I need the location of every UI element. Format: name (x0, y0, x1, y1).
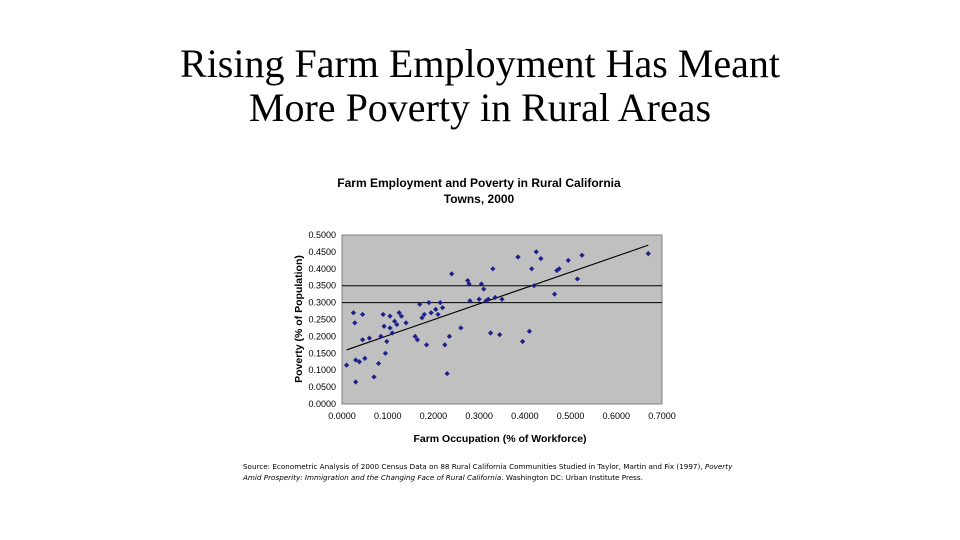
x-tick-label: 0.6000 (603, 411, 631, 421)
data-point-29 (421, 311, 427, 318)
data-point-20 (391, 318, 398, 324)
scatter-chart: Farm Employment and Poverty in Rural Cal… (293, 176, 676, 445)
x-tick-label: 0.7000 (648, 411, 676, 421)
data-point-24 (403, 320, 409, 326)
y-tick-label: 0.2000 (308, 331, 336, 341)
chart-title-line-2: Towns, 2000 (444, 192, 515, 206)
x-tick-label: 0.3000 (465, 411, 493, 421)
y-tick-label: 0.0000 (308, 399, 336, 409)
y-axis-ticks: 0.0000 0.0500 0.1000 0.1500 0.2000 0.2500 0.30… (308, 230, 336, 409)
data-point-11 (375, 360, 382, 367)
data-point-6 (359, 311, 366, 318)
y-tick-label: 0.3500 (308, 281, 336, 291)
y-tick-label: 0.2500 (308, 315, 336, 325)
y-tick-label: 0.1500 (308, 348, 336, 358)
data-point-65 (565, 257, 571, 263)
data-point-59 (531, 283, 537, 289)
x-axis-label: Farm Occupation (% of Workforce) (413, 433, 586, 445)
y-tick-label: 0.5000 (308, 230, 336, 240)
data-point-28 (419, 315, 425, 321)
x-tick-label: 0.2000 (420, 411, 448, 421)
y-tick-label: 0.0500 (308, 382, 336, 392)
slide-title-line-2: More Poverty in Rural Areas (248, 85, 712, 130)
y-axis-label: Poverty (% of Population) (293, 255, 305, 383)
data-point-2 (352, 320, 358, 326)
source-line-2-italic: Amid Prosperity: Immigration and the Cha… (243, 473, 502, 482)
data-point-66 (574, 276, 581, 282)
data-point-10 (371, 374, 377, 380)
x-tick-label: 0.0000 (328, 411, 356, 421)
data-point-63 (554, 267, 560, 274)
y-tick-label: 0.1000 (308, 365, 336, 375)
x-tick-label: 0.1000 (374, 411, 402, 421)
data-point-18 (387, 325, 393, 331)
data-point-64 (556, 266, 562, 272)
data-point-42 (465, 278, 471, 284)
data-point-60 (533, 249, 539, 255)
y-tick-label: 0.4000 (308, 264, 336, 274)
data-point-44 (467, 298, 473, 304)
source-line-1-italic: Poverty (704, 462, 733, 471)
x-tick-label: 0.4000 (511, 411, 539, 421)
slide-title: Rising Farm Employment Has Meant More Po… (0, 42, 960, 130)
gridlines (342, 285, 662, 304)
x-axis-ticks: 0.0000 0.1000 0.2000 0.3000 0.4000 0.5000 0.60… (328, 411, 676, 421)
chart-title-line-1: Farm Employment and Poverty in Rural Cal… (337, 176, 621, 190)
data-point-17 (387, 313, 393, 319)
plot-area (341, 234, 663, 405)
source-citation: Source: Econometric Analysis of 2000 Cen… (243, 461, 763, 483)
data-point-34 (435, 311, 441, 318)
data-point-54 (499, 296, 505, 302)
y-tick-label: 0.3000 (308, 298, 336, 308)
source-line-1: Source: Econometric Analysis of 2000 Cen… (243, 462, 705, 471)
data-point-0 (343, 362, 350, 368)
x-tick-label: 0.5000 (557, 411, 585, 421)
y-tick-label: 0.4500 (308, 247, 336, 257)
data-point-23 (398, 313, 405, 319)
data-point-68 (645, 250, 651, 257)
slide-title-line-1: Rising Farm Employment Has Meant (180, 41, 780, 86)
data-point-40 (449, 271, 455, 277)
data-point-5 (356, 359, 362, 365)
source-line-2: . Washington DC: Urban Institute Press. (501, 473, 643, 482)
data-point-62 (551, 291, 558, 297)
